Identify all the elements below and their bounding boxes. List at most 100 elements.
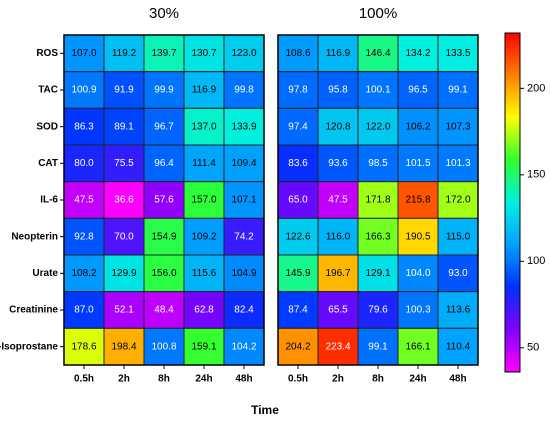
cell-label: 107.0 [71, 48, 96, 59]
cell-label: 106.2 [405, 121, 430, 132]
cell-label: 133.5 [445, 48, 470, 59]
cell-label: 48.4 [154, 305, 174, 316]
heatmap-cell [277, 71, 319, 109]
heatmap-cell [223, 71, 265, 109]
cell-label: 97.8 [288, 85, 308, 96]
heatmap-cell [143, 181, 185, 219]
cell-label: 96.4 [154, 158, 174, 169]
heatmap-cell [277, 107, 319, 146]
cell-label: 172.0 [445, 195, 470, 206]
heatmap-cell [397, 71, 439, 109]
cell-label: 109.2 [191, 231, 216, 242]
heatmap-cell [103, 291, 145, 329]
cell-label: 87.0 [74, 305, 94, 316]
cell-label: 47.5 [328, 195, 348, 206]
heatmap-cell [437, 217, 479, 256]
cell-label: 47.5 [74, 195, 94, 206]
cell-label: 204.2 [285, 341, 310, 352]
heatmap-cell [103, 327, 145, 366]
heatmap-cell [357, 217, 399, 256]
cell-label: 196.7 [325, 268, 350, 279]
cell-label: 36.6 [114, 195, 134, 206]
heatmap-cell [103, 34, 145, 73]
x-tick-label: 8h [158, 374, 170, 385]
cell-label: 120.8 [325, 121, 350, 132]
heatmap-cell [357, 291, 399, 329]
cell-label: 139.7 [151, 48, 176, 59]
cell-label: 93.0 [448, 268, 468, 279]
cell-label: 99.8 [234, 85, 254, 96]
heatmap-cell [103, 217, 145, 256]
cell-label: 96.7 [154, 121, 174, 132]
cell-label: 100.3 [405, 305, 430, 316]
y-tick-label: TAC [38, 85, 58, 96]
cell-label: 86.3 [74, 121, 94, 132]
cell-label: 171.8 [365, 195, 390, 206]
heatmap-cell [183, 107, 225, 146]
chart-title: 100% [359, 5, 397, 22]
cell-label: 154.9 [151, 231, 176, 242]
heatmap-cell [397, 254, 439, 293]
y-tick-label: Neopterin [11, 231, 58, 242]
cell-label: 146.4 [365, 48, 390, 59]
x-axis-label: Time [251, 403, 279, 417]
cell-label: 122.6 [285, 231, 310, 242]
cell-label: 99.1 [448, 85, 468, 96]
x-tick-label: 0.5h [74, 374, 94, 385]
cell-label: 92.8 [74, 231, 94, 242]
heatmap-cell [317, 291, 359, 329]
heatmap-cell [357, 71, 399, 109]
cell-label: 104.2 [231, 341, 256, 352]
cell-label: 65.5 [328, 305, 348, 316]
cell-label: 129.9 [111, 268, 136, 279]
cell-label: 75.5 [114, 158, 134, 169]
heatmap-cell [317, 34, 359, 73]
cell-label: 166.1 [405, 341, 430, 352]
heatmap-cell [277, 181, 319, 219]
heatmap-cell [63, 254, 105, 293]
cell-label: 134.2 [405, 48, 430, 59]
cell-label: 91.9 [114, 85, 134, 96]
cell-label: 107.1 [231, 195, 256, 206]
cell-label: 104.9 [231, 268, 256, 279]
cell-label: 65.0 [288, 195, 308, 206]
colorbar-tick-label: 100 [527, 255, 545, 267]
x-tick-label: 48h [449, 374, 466, 385]
heatmap-cell [183, 144, 225, 183]
cell-label: 116.0 [326, 231, 351, 242]
cell-label: 80.0 [74, 158, 94, 169]
cell-label: 116.9 [192, 85, 217, 96]
cell-label: 96.5 [408, 85, 428, 96]
cell-label: 74.2 [234, 231, 254, 242]
colorbar-tick-label: 50 [527, 342, 539, 354]
y-tick-label: 8-Isoprostane [0, 341, 58, 352]
cell-label: 101.3 [445, 158, 470, 169]
heatmap-cell [103, 181, 145, 219]
cell-label: 62.8 [194, 305, 214, 316]
cell-label: 111.4 [192, 158, 216, 169]
colorbar-tick-label: 200 [527, 82, 545, 94]
heatmap-cell [103, 107, 145, 146]
heatmap-cell [397, 181, 439, 219]
x-tick-label: 8h [372, 374, 384, 385]
heatmap-cell [63, 291, 105, 329]
cell-label: 99.1 [368, 341, 388, 352]
heatmap-cell [223, 144, 265, 183]
heatmap-cell [183, 217, 225, 256]
heatmap-cell [143, 217, 185, 256]
heatmap-cell [63, 181, 105, 219]
x-tick-label: 24h [409, 374, 426, 385]
colorbar-tick-label: 150 [527, 169, 545, 181]
cell-label: 82.4 [234, 305, 254, 316]
cell-label: 98.5 [368, 158, 388, 169]
cell-label: 115.0 [446, 231, 471, 242]
chart-title: 30% [149, 5, 179, 22]
cell-label: 119.2 [112, 48, 137, 59]
cell-label: 107.3 [445, 121, 470, 132]
x-tick-label: 2h [118, 374, 130, 385]
cell-label: 70.0 [114, 231, 134, 242]
cell-label: 79.6 [368, 305, 388, 316]
cell-label: 104.0 [405, 268, 430, 279]
cell-label: 83.6 [288, 158, 308, 169]
